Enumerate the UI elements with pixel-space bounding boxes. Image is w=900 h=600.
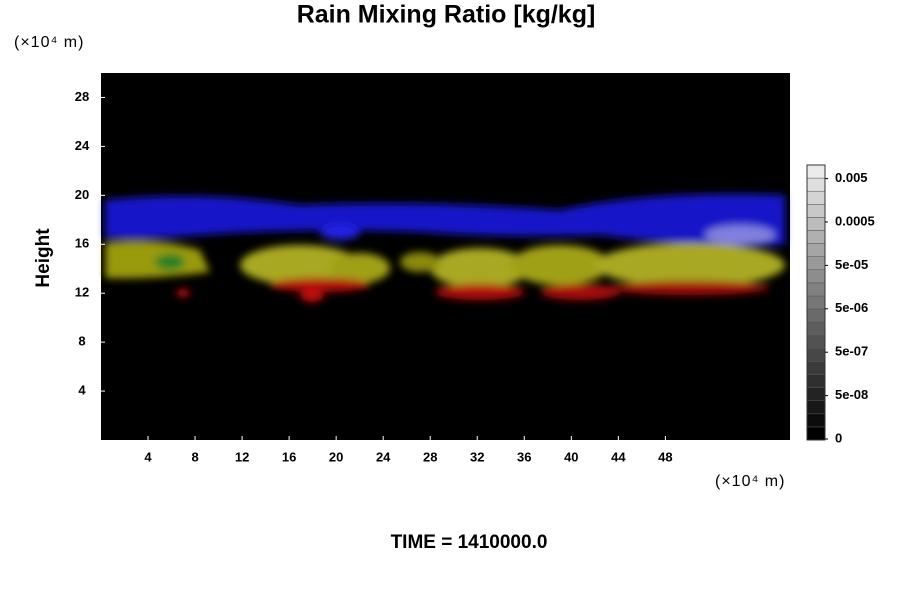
colorbar-band bbox=[806, 426, 826, 441]
x-tick-label: 16 bbox=[282, 449, 296, 464]
y-tick-label: 8 bbox=[78, 334, 85, 349]
rendered-volume bbox=[105, 194, 785, 302]
x-tick-label: 20 bbox=[329, 449, 343, 464]
colorbar-band bbox=[806, 295, 826, 310]
colorbar-band bbox=[806, 321, 826, 336]
x-tick-label: 24 bbox=[376, 449, 391, 464]
y-tick-label: 4 bbox=[78, 383, 86, 398]
x-tick-label: 36 bbox=[517, 449, 531, 464]
colorbar-tick-label: 0.0005 bbox=[835, 213, 875, 228]
colorbar-band bbox=[806, 308, 826, 323]
colorbar-band bbox=[806, 177, 826, 192]
x-tick-label: 12 bbox=[235, 449, 249, 464]
y-tick-label: 12 bbox=[75, 285, 89, 300]
colorbar-band bbox=[806, 269, 826, 284]
time-label: TIME = 1410000.0 bbox=[391, 532, 548, 553]
x-tick-label: 28 bbox=[423, 449, 437, 464]
x-tick-label: 32 bbox=[470, 449, 484, 464]
colorbar-band bbox=[806, 334, 826, 349]
y-tick-label: 24 bbox=[75, 138, 90, 153]
x-tick-label: 4 bbox=[144, 449, 152, 464]
x-tick-label: 48 bbox=[658, 449, 672, 464]
colorbar-tick-label: 5e-06 bbox=[835, 300, 868, 315]
colorbar: 0 5e-08 5e-07 5e-06 5e-05 0.0005 0.005 bbox=[806, 164, 875, 445]
colorbar-band bbox=[806, 348, 826, 362]
colorbar-band bbox=[806, 217, 826, 231]
colorbar-frame bbox=[806, 164, 826, 441]
colorbar-band bbox=[806, 164, 826, 179]
colorbar-band bbox=[806, 361, 826, 375]
chart-title: Rain Mixing Ratio [kg/kg] bbox=[297, 1, 596, 29]
colorbar-tick-label: 0 bbox=[835, 430, 842, 445]
y-unit: (×10⁴ m) bbox=[14, 34, 84, 51]
colorbar-band bbox=[806, 387, 826, 401]
colorbar-tick-label: 5e-05 bbox=[835, 257, 868, 272]
colorbar-tick-label: 0.005 bbox=[835, 170, 868, 185]
x-tick-label: 44 bbox=[611, 449, 626, 464]
colorbar-band bbox=[806, 282, 826, 297]
colorbar-band bbox=[806, 230, 826, 244]
colorbar-band bbox=[806, 256, 826, 271]
y-tick-label: 20 bbox=[75, 187, 89, 202]
x-tick-label: 40 bbox=[564, 449, 578, 464]
colorbar-band bbox=[806, 243, 826, 257]
colorbar-band bbox=[806, 413, 826, 428]
colorbar-band bbox=[806, 204, 826, 218]
x-tick-label: 8 bbox=[191, 449, 198, 464]
x-unit: (×10⁴ m) bbox=[715, 473, 785, 490]
y-tick-label: 28 bbox=[75, 89, 89, 104]
y-tick-label: 16 bbox=[75, 236, 89, 251]
y-axis-label: Height bbox=[33, 228, 54, 288]
colorbar-tick-label: 5e-08 bbox=[835, 387, 868, 402]
colorbar-band bbox=[806, 400, 826, 415]
colorbar-tick-label: 5e-07 bbox=[835, 344, 868, 359]
colorbar-band bbox=[806, 190, 826, 205]
colorbar-band bbox=[806, 374, 826, 388]
